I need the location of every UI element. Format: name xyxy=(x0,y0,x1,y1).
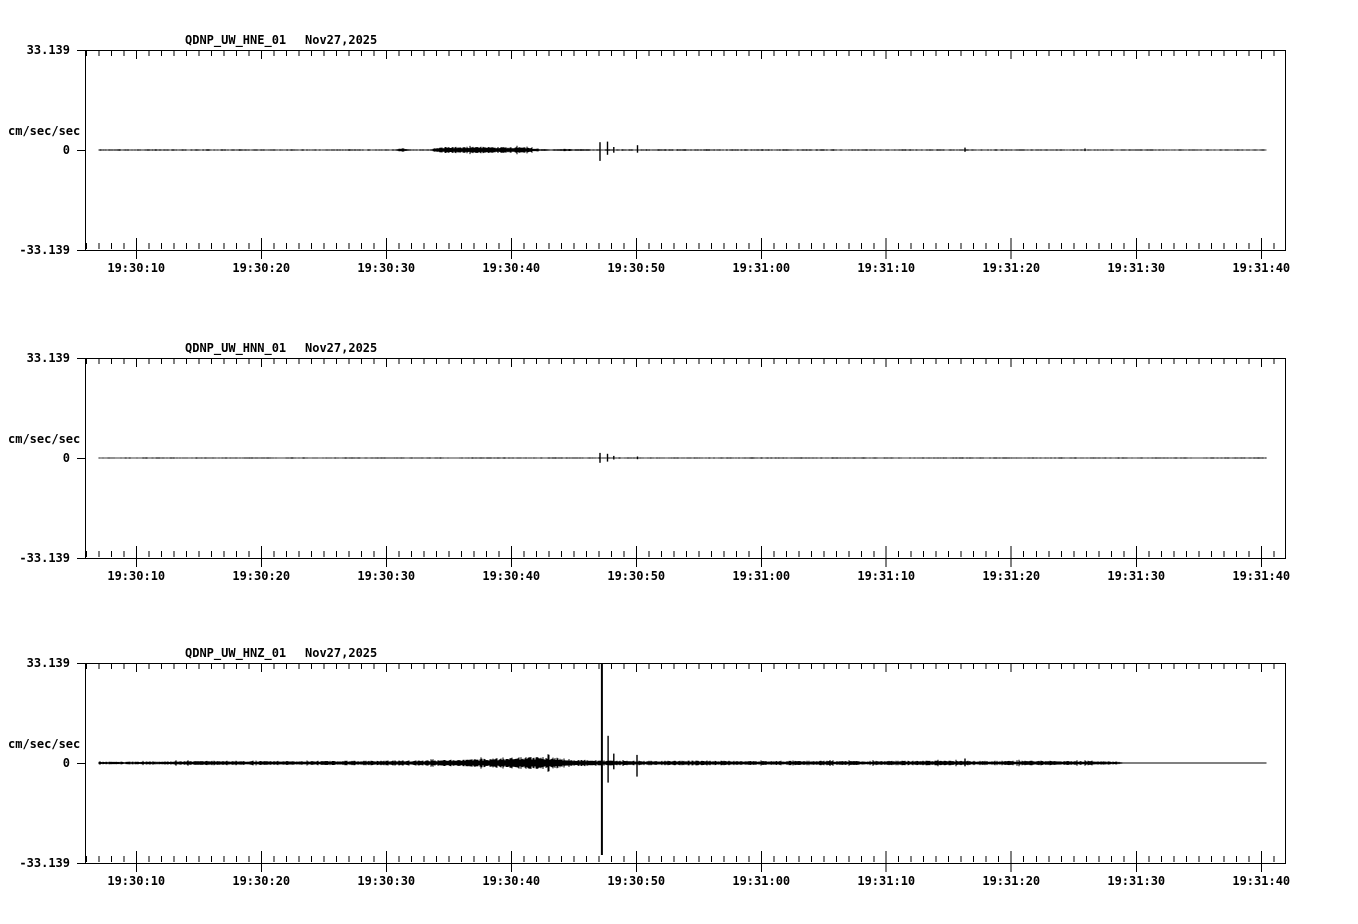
x-tick-label: 19:30:40 xyxy=(482,261,541,275)
x-tick-label: 19:30:40 xyxy=(482,874,541,888)
x-tick-label: 19:30:50 xyxy=(607,874,666,888)
x-tick-label: 19:30:20 xyxy=(232,261,291,275)
x-tick-label: 19:31:10 xyxy=(857,261,916,275)
x-tick-label: 19:30:10 xyxy=(107,569,166,583)
x-tick-label: 19:31:30 xyxy=(1107,874,1166,888)
y-axis-min-label: -33.139 xyxy=(19,856,70,870)
x-tick-label: 19:31:40 xyxy=(1232,874,1291,888)
trace-title: QDNP_UW_HNE_01 xyxy=(185,33,287,47)
y-axis-min-label: -33.139 xyxy=(19,243,70,257)
x-tick-label: 19:30:30 xyxy=(357,874,416,888)
x-tick-label: 19:30:10 xyxy=(107,261,166,275)
x-tick-label: 19:31:40 xyxy=(1232,261,1291,275)
trace-date: Nov27,2025 xyxy=(305,33,378,47)
x-tick-label: 19:31:30 xyxy=(1107,569,1166,583)
y-axis-max-label: 33.139 xyxy=(26,656,70,670)
y-axis-unit-label: cm/sec/sec xyxy=(8,737,81,751)
y-axis-min-label: -33.139 xyxy=(19,551,70,565)
x-tick-label: 19:31:30 xyxy=(1107,261,1166,275)
x-tick-label: 19:31:40 xyxy=(1232,569,1291,583)
x-tick-label: 19:31:20 xyxy=(982,261,1041,275)
x-tick-label: 19:30:20 xyxy=(232,569,291,583)
x-tick-label: 19:31:20 xyxy=(982,874,1041,888)
x-tick-label: 19:30:10 xyxy=(107,874,166,888)
x-tick-label: 19:30:50 xyxy=(607,569,666,583)
y-axis-zero-label: 0 xyxy=(62,143,70,157)
y-axis-zero-label: 0 xyxy=(62,756,70,770)
x-tick-label: 19:31:00 xyxy=(732,261,791,275)
trace-date: Nov27,2025 xyxy=(305,341,378,355)
y-axis-zero-label: 0 xyxy=(62,451,70,465)
y-axis-unit-label: cm/sec/sec xyxy=(8,124,81,138)
x-tick-label: 19:31:10 xyxy=(857,874,916,888)
trace-title: QDNP_UW_HNZ_01 xyxy=(185,646,287,660)
x-tick-label: 19:31:20 xyxy=(982,569,1041,583)
x-tick-label: 19:30:50 xyxy=(607,261,666,275)
x-tick-label: 19:31:10 xyxy=(857,569,916,583)
y-axis-max-label: 33.139 xyxy=(26,351,70,365)
x-tick-label: 19:30:40 xyxy=(482,569,541,583)
x-tick-label: 19:30:20 xyxy=(232,874,291,888)
x-tick-label: 19:30:30 xyxy=(357,261,416,275)
y-axis-max-label: 33.139 xyxy=(26,43,70,57)
x-tick-label: 19:31:00 xyxy=(732,569,791,583)
trace-date: Nov27,2025 xyxy=(305,646,378,660)
trace-title: QDNP_UW_HNN_01 xyxy=(185,341,287,355)
x-tick-label: 19:31:00 xyxy=(732,874,791,888)
y-axis-unit-label: cm/sec/sec xyxy=(8,432,81,446)
x-tick-label: 19:30:30 xyxy=(357,569,416,583)
